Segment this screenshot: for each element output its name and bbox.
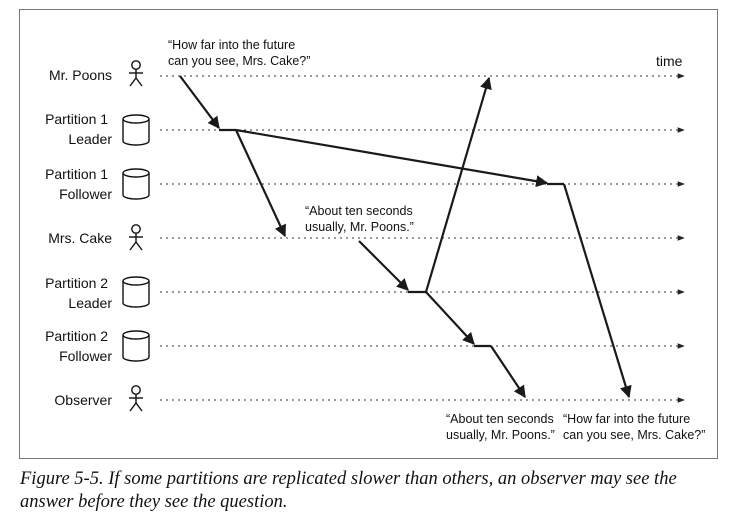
figure-frame [19, 9, 718, 459]
quote-question-bottom: “How far into the future can you see, Mr… [563, 412, 705, 442]
database-icon [122, 276, 150, 308]
person-icon [128, 60, 144, 87]
person-icon [128, 224, 144, 251]
quote-question-top: “How far into the future can you see, Mr… [168, 38, 310, 68]
row-label-partition-2-leader: Partition 2 Leader [45, 275, 112, 311]
row-label-observer: Observer [54, 392, 112, 408]
database-icon [122, 330, 150, 362]
database-icon [122, 168, 150, 200]
person-icon [128, 385, 144, 412]
arrow-p1-follower-to-observer [562, 183, 632, 399]
arrow-p2-leader-to-poons [424, 76, 492, 293]
row-label-mrs-cake: Mrs. Cake [48, 230, 112, 246]
figure-caption-line-1: Figure 5-5. If some partitions are repli… [19, 469, 677, 489]
row-label-partition-1-leader: Partition 1 Leader [45, 111, 112, 147]
arrow-p1-leader-to-p1-follower [235, 128, 549, 188]
quote-answer-mid: “About ten seconds usually, Mr. Poons.” [305, 204, 416, 234]
time-label: time [656, 53, 683, 69]
figure-caption-line-2: answer before they see the question. [20, 492, 288, 512]
database-icon [122, 114, 150, 146]
row-label-mr-poons: Mr. Poons [49, 67, 112, 83]
arrow-p2-leader-to-p2-follower [425, 291, 475, 345]
arrow-p2-follower-to-observer [490, 345, 526, 399]
arrow-poons-to-p1-leader [179, 75, 220, 129]
arrow-p1-leader-to-cake [235, 129, 286, 238]
arrow-cake-to-p2-leader [358, 240, 409, 291]
row-label-partition-2-follower: Partition 2 Follower [45, 328, 112, 364]
quote-answer-bottom: “About ten seconds usually, Mr. Poons.” [446, 412, 557, 442]
row-label-partition-1-follower: Partition 1 Follower [45, 166, 112, 202]
